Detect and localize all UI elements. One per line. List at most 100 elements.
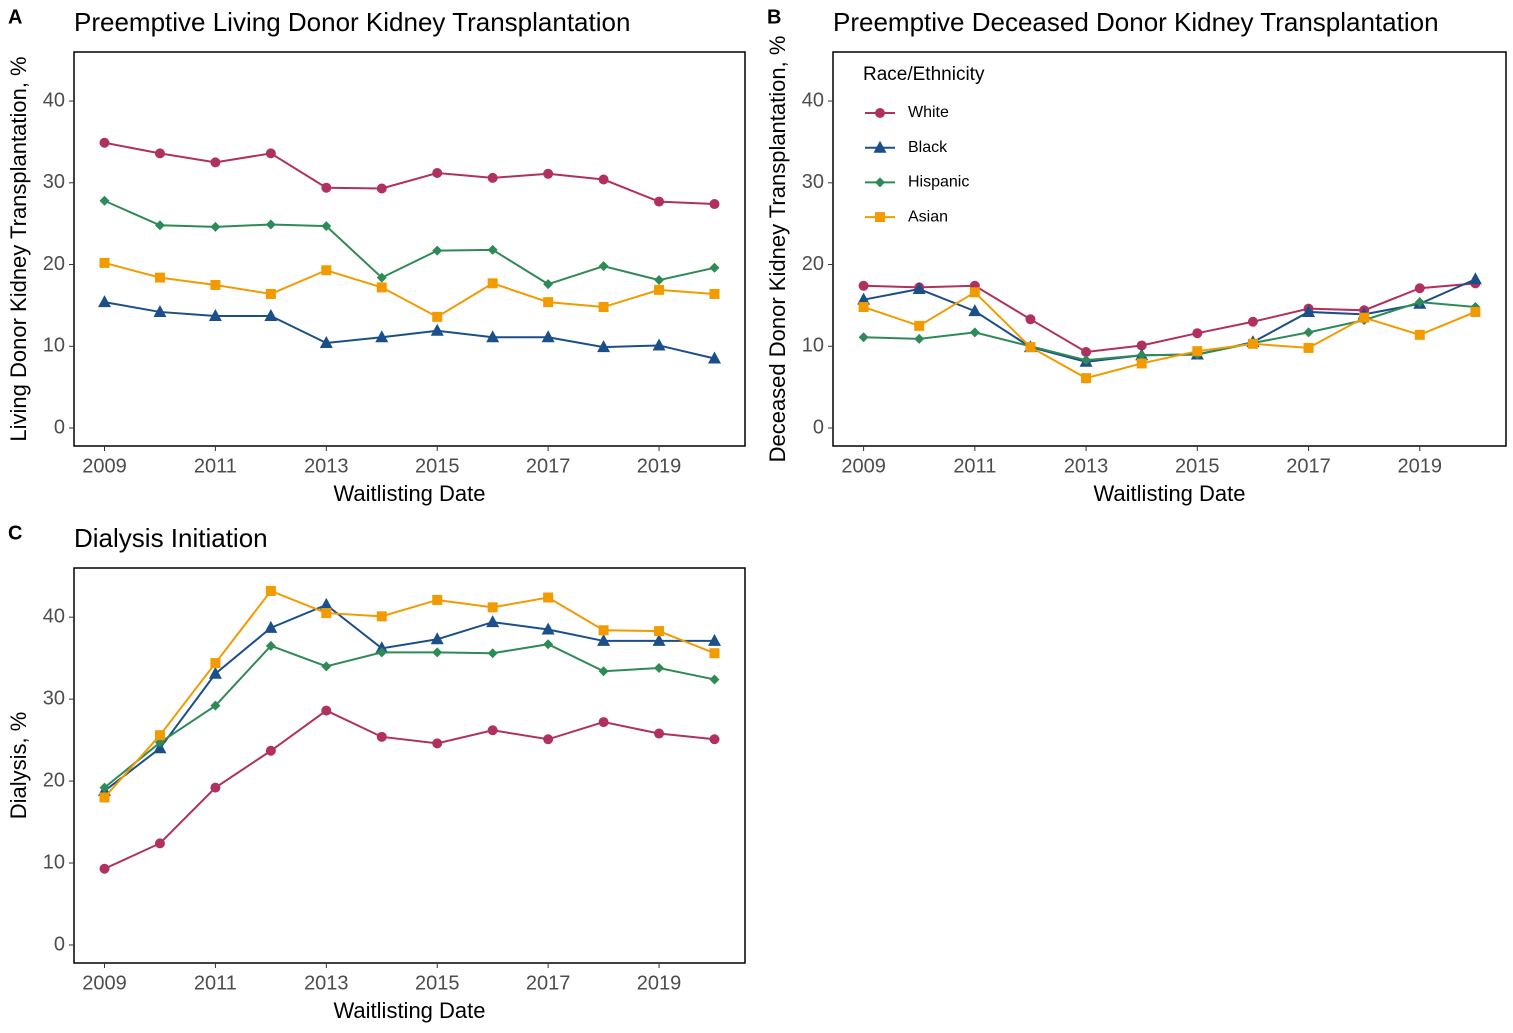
marker <box>1303 327 1314 338</box>
marker <box>873 140 887 153</box>
marker <box>265 640 276 651</box>
marker <box>319 336 333 349</box>
marker <box>487 244 498 255</box>
marker <box>265 745 276 756</box>
marker <box>543 279 554 290</box>
marker <box>597 633 611 646</box>
legend-label: White <box>908 104 949 121</box>
x-axis-title: Waitlisting Date <box>333 998 485 1023</box>
marker <box>99 782 110 793</box>
marker <box>1025 342 1036 353</box>
series-line <box>863 301 1476 362</box>
marker <box>543 734 554 745</box>
marker <box>541 622 555 635</box>
marker <box>210 782 221 793</box>
marker <box>321 221 332 232</box>
marker <box>99 792 110 803</box>
series-line <box>863 291 1476 380</box>
marker <box>1136 350 1147 361</box>
legend-label: Hispanic <box>908 174 969 191</box>
panel-label: C <box>8 522 22 544</box>
y-tick-label: 10 <box>43 851 65 873</box>
series-line <box>104 141 715 206</box>
y-axis-title: Living Donor Kidney Transplantation, % <box>6 56 31 441</box>
marker <box>210 700 221 711</box>
y-tick-label: 40 <box>43 89 65 111</box>
marker <box>98 295 111 308</box>
marker <box>654 728 665 739</box>
plot-border <box>73 567 746 964</box>
marker <box>875 108 885 118</box>
marker <box>1303 342 1314 353</box>
marker <box>875 177 885 188</box>
marker <box>541 330 555 343</box>
marker <box>1025 314 1036 325</box>
y-axis-title: Dialysis, % <box>6 712 31 820</box>
marker <box>432 594 443 605</box>
marker <box>265 148 276 159</box>
marker <box>858 280 869 291</box>
x-tick-label: 2009 <box>82 972 127 994</box>
marker <box>376 731 387 742</box>
marker <box>914 320 925 331</box>
marker <box>321 705 332 716</box>
legend-title: Race/Ethnicity <box>863 64 985 85</box>
y-tick-label: 0 <box>813 416 824 438</box>
marker <box>432 311 443 322</box>
x-tick-label: 2019 <box>637 972 682 994</box>
marker <box>1470 306 1481 317</box>
marker <box>1081 373 1092 384</box>
marker <box>914 333 925 344</box>
marker <box>1359 312 1370 323</box>
marker <box>154 272 165 283</box>
y-tick-label: 20 <box>43 253 65 275</box>
marker <box>210 157 221 168</box>
marker <box>598 666 609 677</box>
x-tick-label: 2011 <box>194 455 237 477</box>
y-axis-title: Deceased Donor Kidney Transplantation, % <box>765 36 790 463</box>
marker <box>654 626 665 637</box>
marker <box>210 221 221 232</box>
marker <box>265 585 276 596</box>
marker <box>376 611 387 622</box>
x-tick-label: 2013 <box>1064 455 1109 477</box>
x-tick-label: 2015 <box>415 455 460 477</box>
y-tick-label: 20 <box>802 253 824 275</box>
marker <box>99 863 110 874</box>
marker <box>543 639 554 650</box>
marker <box>598 717 609 728</box>
marker <box>709 734 720 745</box>
marker <box>321 265 332 276</box>
marker <box>208 309 222 322</box>
marker <box>1414 297 1425 308</box>
marker <box>654 275 665 286</box>
marker <box>598 625 609 636</box>
plot-border <box>73 51 746 447</box>
marker <box>432 167 443 178</box>
marker <box>1414 283 1425 294</box>
marker <box>99 257 110 268</box>
marker <box>709 288 720 299</box>
marker <box>487 648 498 659</box>
marker <box>153 304 167 317</box>
y-tick-label: 0 <box>54 933 65 955</box>
x-tick-label: 2019 <box>637 455 682 477</box>
x-tick-label: 2017 <box>526 972 571 994</box>
legend-label: Asian <box>908 208 948 225</box>
panel-label: B <box>767 6 781 28</box>
x-tick-label: 2013 <box>304 455 349 477</box>
y-tick-label: 30 <box>43 171 65 193</box>
marker <box>598 261 609 272</box>
series-line <box>104 199 715 286</box>
x-tick-label: 2011 <box>953 455 996 477</box>
marker <box>208 666 222 679</box>
marker <box>210 658 221 669</box>
legend-label: Black <box>908 139 948 156</box>
series-line <box>863 282 1476 354</box>
marker <box>654 662 665 673</box>
marker <box>154 148 165 159</box>
y-tick-label: 0 <box>54 416 65 438</box>
marker <box>597 340 611 353</box>
marker <box>154 838 165 849</box>
marker <box>598 174 609 185</box>
